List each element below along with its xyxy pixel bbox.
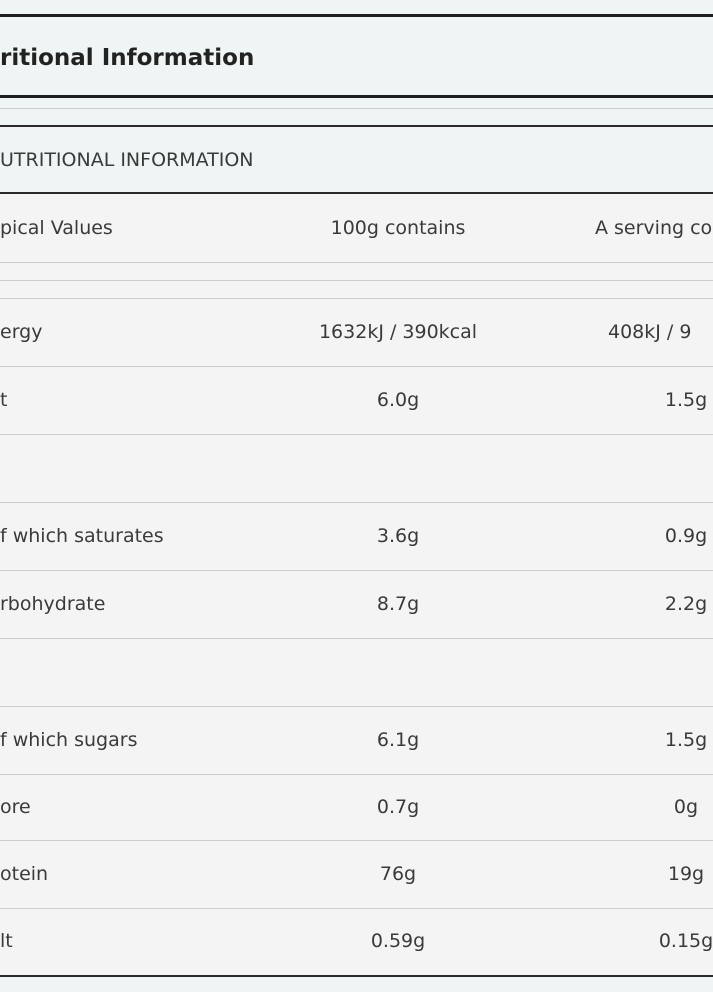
divider: [0, 975, 713, 977]
divider: [0, 638, 713, 639]
cell-label: lt: [0, 930, 13, 952]
cell-label: f which saturates: [0, 525, 164, 547]
cell-value: 6.1g: [376, 729, 420, 751]
cell-value: 1632kJ / 390kcal: [318, 321, 478, 343]
divider: [0, 125, 713, 127]
cell-value: 1.5g: [664, 389, 708, 411]
divider: [0, 908, 713, 909]
divider: [0, 502, 713, 503]
divider: [0, 262, 713, 263]
divider: [0, 706, 713, 707]
divider: [0, 192, 713, 194]
section-header: UTRITIONAL INFORMATION: [0, 149, 254, 171]
page-title: ritional Information: [0, 45, 255, 71]
cell-label: ergy: [0, 321, 43, 343]
cell-value: 76g: [379, 863, 417, 885]
cell-label: pical Values: [0, 217, 113, 239]
divider: [0, 570, 713, 571]
cell-value: 0g: [673, 796, 699, 818]
cell-value: 408kJ / 9: [608, 321, 692, 343]
cell-value: 0.9g: [664, 525, 708, 547]
cell-label: t: [0, 389, 8, 411]
table-background: [0, 193, 713, 976]
cell-value: 2.2g: [664, 593, 708, 615]
cell-value: 0.15g: [658, 930, 713, 952]
cell-value: 6.0g: [376, 389, 420, 411]
cell-value: 0.59g: [370, 930, 426, 952]
divider: [0, 434, 713, 435]
cell-value: 1.5g: [664, 729, 708, 751]
cell-value: 100g contains: [330, 217, 466, 239]
divider: [0, 366, 713, 367]
divider: [0, 774, 713, 775]
divider: [0, 95, 713, 98]
cell-value: 8.7g: [376, 593, 420, 615]
divider: [0, 14, 713, 17]
cell-label: otein: [0, 863, 49, 885]
cell-value: 3.6g: [376, 525, 420, 547]
divider: [0, 298, 713, 299]
divider: [0, 840, 713, 841]
cell-label: f which sugars: [0, 729, 138, 751]
divider: [0, 280, 713, 281]
cell-value: A serving co: [595, 217, 713, 239]
divider: [0, 108, 713, 109]
cell-label: rbohydrate: [0, 593, 106, 615]
cell-value: 0.7g: [376, 796, 420, 818]
cell-value: 19g: [667, 863, 705, 885]
cell-label: ore: [0, 796, 31, 818]
